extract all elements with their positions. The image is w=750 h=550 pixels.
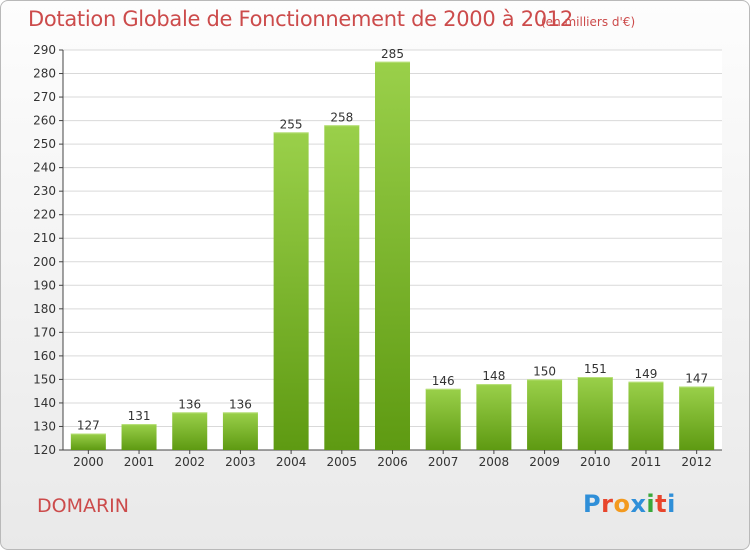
data-label: 136 xyxy=(229,397,252,411)
logo-letter: r xyxy=(601,490,614,518)
labels: 120 130 140 150 160 170 180 190 200 210 220 230 240 2… xyxy=(33,43,712,469)
y-tick-label: 250 xyxy=(33,137,56,151)
bar[interactable] xyxy=(476,384,512,450)
x-tick-label: 2007 xyxy=(428,455,459,469)
proxiti-logo[interactable]: Proxiti xyxy=(583,490,676,518)
data-label: 149 xyxy=(635,367,658,381)
data-label: 255 xyxy=(280,117,303,131)
x-tick-label: 2012 xyxy=(681,455,712,469)
y-tick-label: 130 xyxy=(33,419,56,433)
chart-subtitle: (en milliers d'€) xyxy=(541,15,636,29)
logo-letter: i xyxy=(646,490,656,518)
x-tick-label: 2008 xyxy=(479,455,510,469)
y-tick-label: 220 xyxy=(33,208,56,222)
data-label: 127 xyxy=(77,419,100,433)
logo-letter: i xyxy=(667,490,676,518)
bar[interactable] xyxy=(273,132,309,450)
data-label: 147 xyxy=(685,371,708,385)
data-label: 148 xyxy=(482,369,505,383)
data-label: 146 xyxy=(432,374,455,388)
y-tick-label: 140 xyxy=(33,396,56,410)
x-tick-label: 2002 xyxy=(174,455,205,469)
x-tick-label: 2005 xyxy=(327,455,358,469)
x-tick-label: 2006 xyxy=(377,455,408,469)
y-tick-label: 240 xyxy=(33,161,56,175)
data-label: 151 xyxy=(584,362,607,376)
y-tick-label: 190 xyxy=(33,278,56,292)
bar[interactable] xyxy=(324,125,360,450)
bars xyxy=(70,61,715,450)
bar[interactable] xyxy=(121,424,157,450)
x-tick-label: 2011 xyxy=(631,455,662,469)
bar[interactable] xyxy=(527,379,563,450)
y-tick-label: 280 xyxy=(33,67,56,81)
data-label: 258 xyxy=(330,110,353,124)
y-tick-label: 150 xyxy=(33,372,56,386)
bar[interactable] xyxy=(679,386,715,450)
data-label: 131 xyxy=(128,409,151,423)
y-tick-label: 180 xyxy=(33,302,56,316)
x-tick-label: 2009 xyxy=(529,455,560,469)
bar[interactable] xyxy=(70,433,106,450)
logo-letter: P xyxy=(583,490,602,518)
x-tick-label: 2000 xyxy=(73,455,104,469)
y-tick-label: 200 xyxy=(33,255,56,269)
data-label: 150 xyxy=(533,364,556,378)
y-tick-label: 270 xyxy=(33,90,56,104)
y-tick-label: 210 xyxy=(33,231,56,245)
bar[interactable] xyxy=(172,412,208,450)
y-tick-label: 120 xyxy=(33,443,56,457)
y-tick-label: 290 xyxy=(33,43,56,57)
commune-name: DOMARIN xyxy=(37,495,129,517)
y-tick-label: 260 xyxy=(33,114,56,128)
x-tick-label: 2010 xyxy=(580,455,611,469)
x-tick-label: 2001 xyxy=(124,455,155,469)
y-tick-label: 160 xyxy=(33,349,56,363)
bar[interactable] xyxy=(577,377,613,450)
y-tick-label: 170 xyxy=(33,325,56,339)
y-tick-label: 230 xyxy=(33,184,56,198)
logo-letter: t xyxy=(655,490,668,518)
bar[interactable] xyxy=(425,388,461,450)
chart-title: Dotation Globale de Fonctionnement de 20… xyxy=(28,7,573,31)
logo-letter: o xyxy=(613,490,631,518)
bar[interactable] xyxy=(628,381,664,450)
data-label: 136 xyxy=(178,397,201,411)
bar[interactable] xyxy=(375,61,410,450)
x-tick-label: 2004 xyxy=(276,455,307,469)
logo-letter: x xyxy=(630,490,647,518)
bar[interactable] xyxy=(222,412,258,450)
data-label: 285 xyxy=(381,47,404,61)
x-tick-label: 2003 xyxy=(225,455,256,469)
